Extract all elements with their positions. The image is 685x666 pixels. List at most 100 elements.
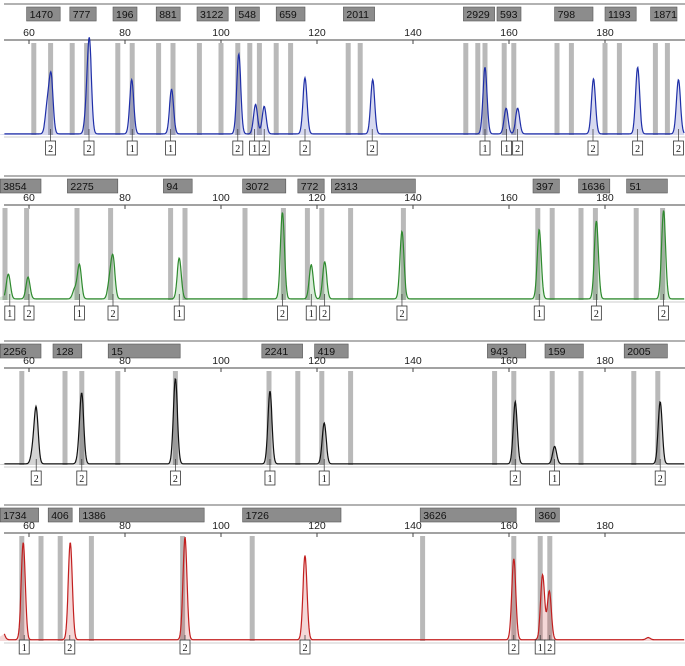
bin-marker-bar <box>664 43 670 135</box>
bin-marker-bar <box>57 536 63 641</box>
bin-label: 1871 <box>650 6 678 22</box>
bin-marker-bar <box>288 43 294 135</box>
bin-marker-bar <box>24 208 30 300</box>
call-label: 2 <box>591 144 596 155</box>
call-label: 2 <box>322 309 327 320</box>
bin-label: 406 <box>47 507 73 523</box>
bin-marker-bar <box>242 208 248 300</box>
bin-marker-bar <box>69 43 75 135</box>
bin-label-text: 419 <box>318 346 336 358</box>
bin-marker-bar <box>616 43 622 135</box>
allele-call: 1 <box>533 294 545 321</box>
call-label: 2 <box>235 144 240 155</box>
bin-box <box>67 178 119 194</box>
bin-label: 196 <box>112 6 138 22</box>
bin-box <box>26 6 61 22</box>
x-tick-label: 60 <box>23 355 35 367</box>
allele-call: 1 <box>318 459 330 486</box>
bin-marker-bar <box>547 536 553 641</box>
x-tick-label: 160 <box>500 27 518 39</box>
call-label: 2 <box>34 474 39 485</box>
allele-call: 1 <box>126 129 138 156</box>
bin-label: 419 <box>314 343 349 359</box>
bin-box <box>532 178 560 194</box>
bin-label: 1726 <box>242 507 342 523</box>
call-box <box>169 470 181 486</box>
x-tick-label: 80 <box>119 355 131 367</box>
bin-box <box>163 178 193 194</box>
call-box <box>509 470 521 486</box>
bin-label: 2275 <box>67 178 119 194</box>
allele-call: 2 <box>366 129 378 156</box>
bin-marker-bar <box>660 208 666 300</box>
allele-call: 1 <box>18 635 30 655</box>
allele-call: 2 <box>45 129 56 156</box>
bin-label: 548 <box>235 6 260 22</box>
signal-trace <box>4 378 685 465</box>
call-label: 2 <box>27 309 32 320</box>
bin-marker-bar <box>172 371 178 465</box>
bin-label-text: 360 <box>538 510 556 522</box>
bin-label: 798 <box>554 6 594 22</box>
call-box <box>126 140 138 156</box>
bin-marker-bar <box>115 43 121 135</box>
bin-label-text: 1386 <box>82 510 106 522</box>
call-box <box>318 470 330 486</box>
bin-label-text: 51 <box>630 181 642 193</box>
bin-label: 159 <box>544 343 584 359</box>
bin-label-text: 1193 <box>608 9 631 21</box>
bin-label-text: 943 <box>490 346 508 358</box>
bin-label-text: 2929 <box>466 9 490 21</box>
bin-box <box>0 343 42 359</box>
bin-marker-bar <box>295 371 301 465</box>
call-box <box>299 140 311 156</box>
bin-box <box>112 6 138 22</box>
bin-marker-bar <box>554 43 560 135</box>
call-label: 2 <box>370 144 375 155</box>
call-box <box>512 140 524 156</box>
bin-marker-bar <box>463 43 469 135</box>
call-box <box>179 639 191 655</box>
bin-box <box>242 507 342 523</box>
bin-label-text: 777 <box>73 9 91 21</box>
call-box <box>18 639 30 655</box>
allele-call: 2 <box>64 635 76 655</box>
x-tick-label: 120 <box>308 520 326 532</box>
call-label: 2 <box>513 474 518 485</box>
call-label: 2 <box>111 309 116 320</box>
bin-label-text: 548 <box>238 9 256 21</box>
bin-label-text: 15 <box>111 346 123 358</box>
bin-marker-bar <box>319 371 325 465</box>
call-box <box>673 140 684 156</box>
allele-call: 2 <box>396 294 408 321</box>
allele-call: 2 <box>508 635 520 655</box>
bin-label: 772 <box>297 178 325 194</box>
bin-marker-bar <box>170 43 176 135</box>
bin-label-text: 397 <box>536 181 554 193</box>
call-label: 2 <box>511 643 516 654</box>
bin-label-text: 1726 <box>246 510 270 522</box>
bin-marker-bar <box>79 371 85 465</box>
bin-label: 128 <box>52 343 83 359</box>
allele-call: 2 <box>76 459 88 486</box>
bin-box <box>242 178 287 194</box>
bin-box <box>0 507 39 523</box>
bin-box <box>69 6 97 22</box>
bin-marker-bar <box>256 43 262 135</box>
bin-marker-bar <box>38 536 44 641</box>
call-box <box>299 639 311 655</box>
bin-box <box>650 6 678 22</box>
allele-call: 1 <box>501 129 513 156</box>
call-label: 2 <box>399 309 404 320</box>
signal-trace <box>4 37 685 135</box>
bin-marker-bar <box>218 43 224 135</box>
bin-label: 51 <box>626 178 668 194</box>
allele-call: 2 <box>258 129 270 156</box>
call-label: 2 <box>262 144 267 155</box>
call-label: 2 <box>547 643 552 654</box>
bin-box <box>0 178 42 194</box>
panel-3: 2256 128 15 2241 419 943 159 2005 60 80 100 120 140 1… <box>0 340 685 486</box>
bin-label: 15 <box>107 343 181 359</box>
call-box <box>319 305 331 321</box>
